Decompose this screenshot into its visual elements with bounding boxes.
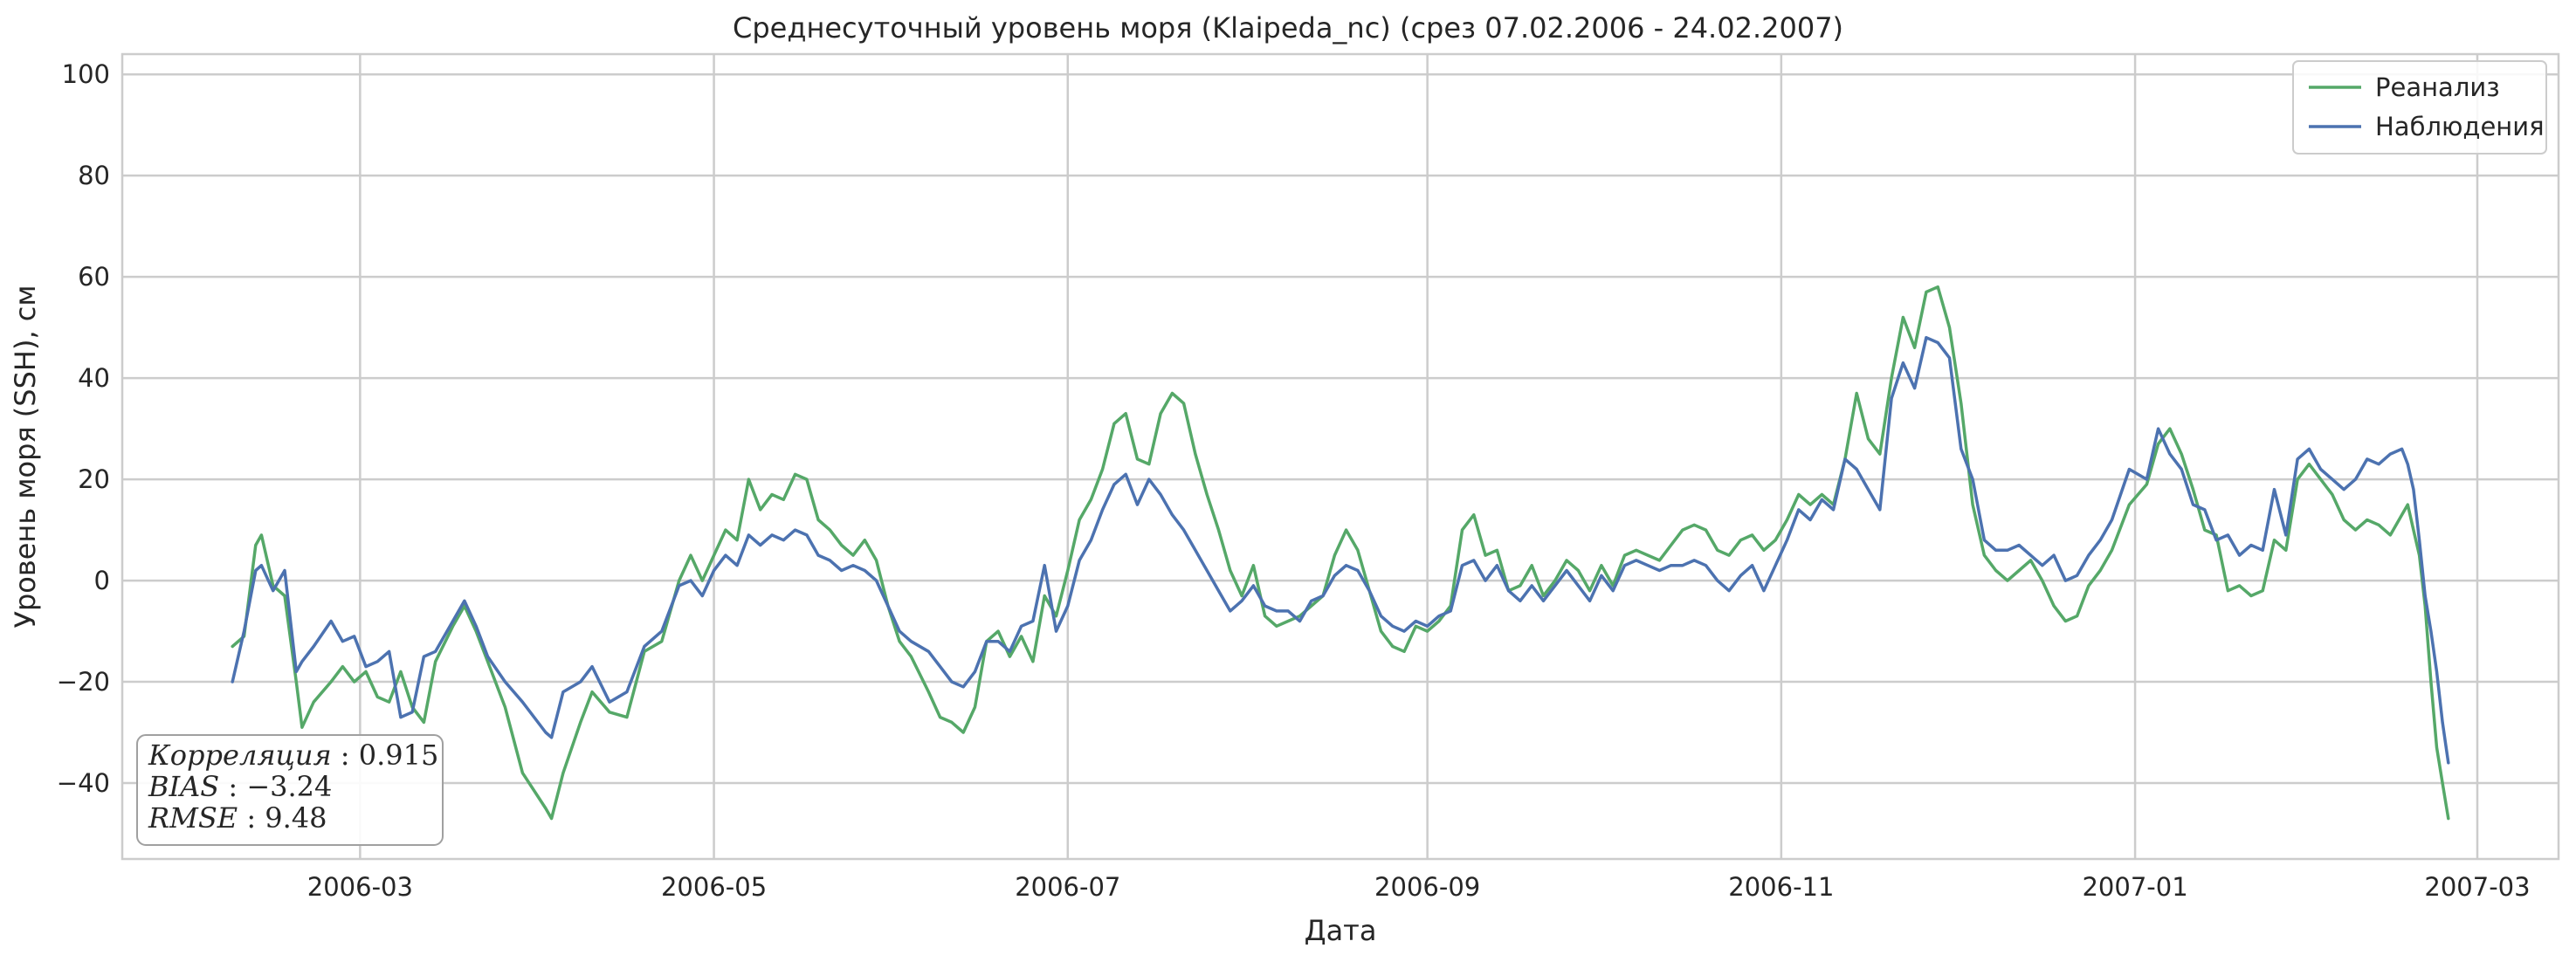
x-tick-label: 2007-01	[2082, 872, 2187, 902]
legend: Реанализ Наблюдения	[2292, 60, 2547, 155]
legend-box	[2292, 60, 2547, 155]
y-tick-label: 0	[94, 566, 110, 595]
x-tick-label: 2006-09	[1374, 872, 1480, 902]
gridlines	[122, 54, 2559, 859]
y-tick-label: 60	[78, 262, 110, 292]
stats-bias: BIAS : −3.24	[148, 770, 332, 803]
x-axis-label: Дата	[1305, 914, 1377, 947]
stats-correlation: Корреляция : 0.915	[148, 739, 438, 772]
stats-rmse: RMSE : 9.48	[148, 801, 327, 835]
y-tick-labels: −40 −20 0 20 40 60 80 100	[57, 59, 110, 798]
series-line-reanalysis	[231, 285, 2450, 821]
x-tick-label: 2007-03	[2424, 872, 2530, 902]
stats-box: Корреляция : 0.915 BIAS : −3.24 RMSE : 9…	[136, 734, 444, 846]
x-tick-label: 2006-07	[1015, 872, 1120, 902]
legend-label-reanalysis: Реанализ	[2375, 72, 2500, 102]
x-tick-labels: 2006-03 2006-05 2006-07 2006-09 2006-11 2007-…	[307, 872, 2531, 902]
y-tick-label: 100	[62, 59, 110, 89]
legend-label-observations: Наблюдения	[2375, 112, 2545, 141]
y-tick-label: −40	[57, 768, 110, 798]
y-tick-label: 40	[78, 363, 110, 393]
series-lines	[231, 285, 2450, 821]
x-tick-label: 2006-03	[307, 872, 413, 902]
series-line-observations	[231, 335, 2450, 765]
x-tick-label: 2006-05	[661, 872, 767, 902]
y-tick-label: 20	[78, 464, 110, 494]
y-tick-label: 80	[78, 161, 110, 190]
chart-title: Среднесуточный уровень моря (Klaipeda_nc…	[733, 11, 1843, 45]
x-tick-label: 2006-11	[1728, 872, 1834, 902]
y-axis-label: Уровень моря (SSH), см	[9, 285, 42, 628]
y-tick-label: −20	[57, 667, 110, 697]
stats-box-frame	[136, 734, 444, 846]
